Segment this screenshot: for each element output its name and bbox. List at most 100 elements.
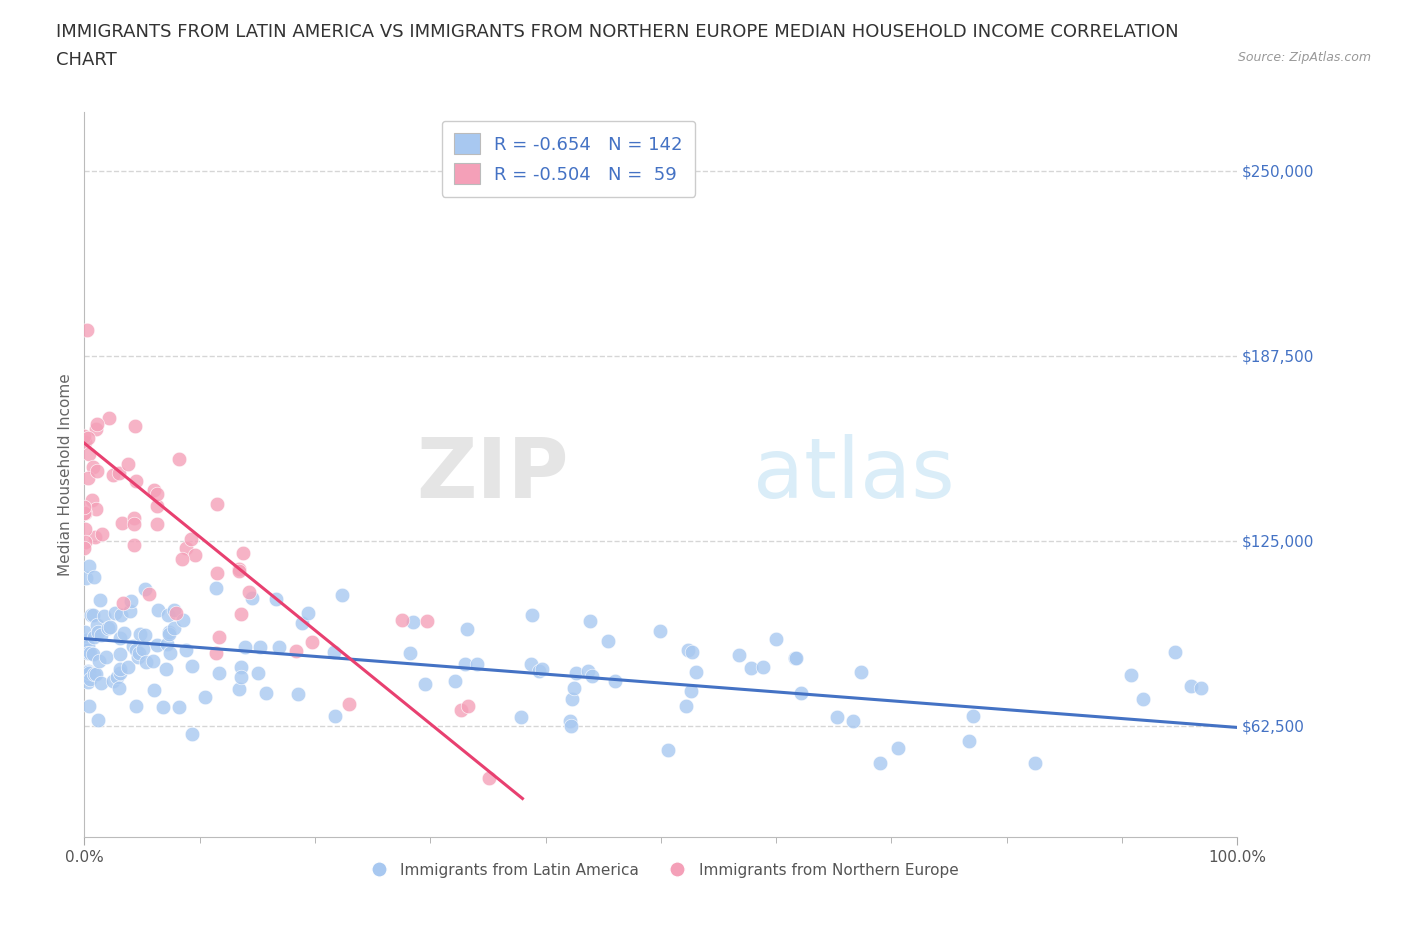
Point xyxy=(110,661,132,676)
Point xyxy=(728,648,751,663)
Point xyxy=(267,640,290,655)
Point xyxy=(562,681,585,696)
Point xyxy=(108,646,131,661)
Point xyxy=(128,627,150,642)
Point xyxy=(842,714,865,729)
Point xyxy=(962,709,984,724)
Point xyxy=(581,668,603,683)
Point xyxy=(145,486,167,501)
Point xyxy=(180,658,202,673)
Point xyxy=(101,468,124,483)
Point xyxy=(82,608,104,623)
Point xyxy=(124,643,146,658)
Point xyxy=(648,624,671,639)
Point xyxy=(83,630,105,644)
Point xyxy=(73,535,96,550)
Point xyxy=(297,605,319,620)
Point xyxy=(323,709,346,724)
Point xyxy=(75,669,97,684)
Point xyxy=(86,464,108,479)
Point xyxy=(783,651,806,666)
Point xyxy=(337,697,360,711)
Text: ZIP: ZIP xyxy=(416,433,568,515)
Point xyxy=(232,545,254,560)
Point xyxy=(98,619,121,634)
Point xyxy=(399,645,422,660)
Point xyxy=(163,621,186,636)
Point xyxy=(825,710,848,724)
Point xyxy=(101,673,124,688)
Point xyxy=(685,665,707,680)
Point xyxy=(125,698,148,713)
Point xyxy=(172,613,194,628)
Point xyxy=(82,460,104,475)
Point xyxy=(205,565,228,580)
Point xyxy=(465,657,488,671)
Point xyxy=(76,638,98,653)
Point xyxy=(157,626,180,641)
Point xyxy=(228,564,250,578)
Point xyxy=(246,665,269,680)
Point xyxy=(1119,667,1142,682)
Point xyxy=(90,628,112,643)
Point xyxy=(181,726,204,741)
Point xyxy=(169,452,191,467)
Point xyxy=(402,615,425,630)
Point xyxy=(1180,679,1202,694)
Point xyxy=(163,602,186,617)
Point xyxy=(564,665,586,680)
Point xyxy=(264,592,287,607)
Point xyxy=(108,665,131,680)
Point xyxy=(73,540,96,555)
Point xyxy=(579,613,602,628)
Point xyxy=(73,522,96,537)
Point xyxy=(104,605,127,620)
Point xyxy=(174,643,197,658)
Point xyxy=(132,642,155,657)
Point xyxy=(510,710,533,724)
Point xyxy=(208,666,231,681)
Point xyxy=(124,473,146,488)
Point xyxy=(752,659,775,674)
Point xyxy=(681,684,703,699)
Point xyxy=(134,581,156,596)
Point xyxy=(142,483,165,498)
Point xyxy=(122,517,145,532)
Point xyxy=(75,435,97,450)
Point xyxy=(156,607,179,622)
Point xyxy=(134,627,156,642)
Point xyxy=(83,570,105,585)
Point xyxy=(76,663,98,678)
Point xyxy=(887,740,910,755)
Point xyxy=(249,639,271,654)
Point xyxy=(87,653,110,668)
Point xyxy=(79,607,101,622)
Point xyxy=(1164,644,1187,659)
Point xyxy=(138,587,160,602)
Point xyxy=(117,659,139,674)
Point xyxy=(676,643,699,658)
Point xyxy=(159,645,181,660)
Point xyxy=(84,422,107,437)
Point xyxy=(80,492,103,507)
Point xyxy=(301,634,323,649)
Point xyxy=(77,431,100,445)
Point xyxy=(117,457,139,472)
Point xyxy=(76,643,98,658)
Point xyxy=(576,664,599,679)
Point xyxy=(391,613,413,628)
Point xyxy=(285,644,308,658)
Point xyxy=(291,616,314,631)
Point xyxy=(205,646,228,661)
Point xyxy=(89,592,111,607)
Point xyxy=(94,650,117,665)
Point xyxy=(869,755,891,770)
Point xyxy=(1024,755,1046,770)
Point xyxy=(86,625,108,640)
Point xyxy=(957,734,980,749)
Point xyxy=(184,548,207,563)
Point xyxy=(145,637,167,652)
Point xyxy=(478,770,501,785)
Point xyxy=(165,605,187,620)
Point xyxy=(413,677,436,692)
